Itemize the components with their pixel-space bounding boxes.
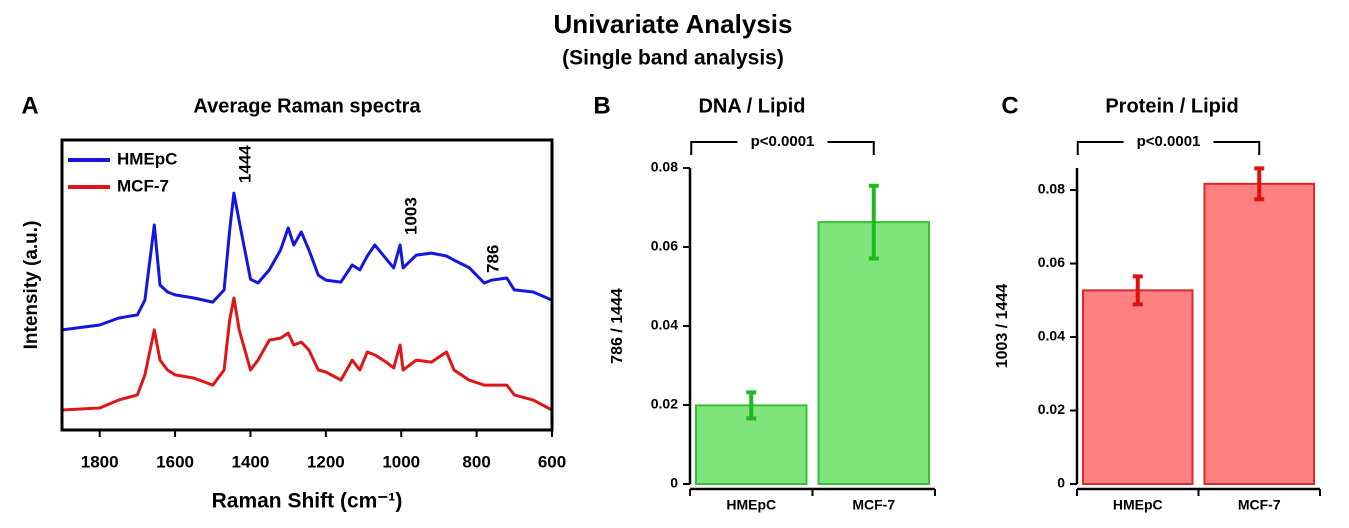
panel-title: DNA / Lipid xyxy=(698,95,805,117)
x-tick-label: 1200 xyxy=(307,452,345,471)
bar xyxy=(1082,289,1194,486)
figure-title: Univariate Analysis xyxy=(554,9,793,39)
x-tick-label: HMEpC xyxy=(1113,497,1163,513)
significance-backdrop xyxy=(1123,132,1214,152)
peak-annotation: 1003 xyxy=(402,197,421,235)
error-bar xyxy=(1254,166,1265,202)
error-bar xyxy=(746,390,757,421)
x-tick-label: MCF-7 xyxy=(1238,497,1281,513)
panel-label: A xyxy=(21,92,38,119)
x-tick-label: 1800 xyxy=(81,452,119,471)
y-axis-title: 1003 / 1444 xyxy=(994,284,1011,369)
y-tick-label: 0.04 xyxy=(651,317,678,333)
panel-title: Protein / Lipid xyxy=(1105,95,1238,117)
x-tick-label: MCF-7 xyxy=(852,497,895,513)
legend-label: HMEpC xyxy=(117,149,177,168)
error-bar xyxy=(1132,274,1143,307)
plot-frame xyxy=(60,138,554,432)
peak-annotation: 786 xyxy=(483,245,502,273)
y-tick-label: 0.06 xyxy=(1038,254,1065,270)
y-axis-title: 786 / 1444 xyxy=(609,288,626,364)
x-tick-label: HMEpC xyxy=(726,497,776,513)
y-tick-label: 0.04 xyxy=(1038,328,1065,344)
panel-label: C xyxy=(1001,92,1018,119)
y-tick-label: 0.08 xyxy=(1038,181,1065,197)
significance-label: p<0.0001 xyxy=(751,133,815,150)
x-tick-label: 600 xyxy=(538,452,566,471)
x-tick-label: 1400 xyxy=(232,452,270,471)
spectrum-line xyxy=(61,191,553,332)
y-tick-label: 0 xyxy=(1057,475,1065,491)
peak-annotation: 1444 xyxy=(235,145,254,183)
bar xyxy=(817,221,930,486)
bar xyxy=(1203,182,1315,486)
figure-subtitle: (Single band analysis) xyxy=(562,47,784,70)
y-tick-label: 0.02 xyxy=(651,396,678,412)
y-tick-label: 0.06 xyxy=(651,238,678,254)
legend-label: MCF-7 xyxy=(117,176,169,195)
y-axis-title: Intensity (a.u.) xyxy=(21,221,42,350)
x-tick-label: 1000 xyxy=(382,452,420,471)
x-tick-label: 800 xyxy=(462,452,490,471)
panel-title: Average Raman spectra xyxy=(193,95,421,117)
spectrum-line xyxy=(61,296,553,412)
y-tick-label: 0.02 xyxy=(1038,401,1065,417)
significance-label: p<0.0001 xyxy=(1137,133,1201,150)
x-tick-label: 1600 xyxy=(156,452,194,471)
bar xyxy=(695,404,808,485)
y-tick-label: 0.08 xyxy=(651,159,678,175)
x-axis-title: Raman Shift (cm⁻¹) xyxy=(212,490,403,513)
significance-backdrop xyxy=(737,132,828,152)
panel-label: B xyxy=(593,92,610,119)
y-tick-label: 0 xyxy=(670,475,678,491)
error-bar xyxy=(868,183,879,261)
